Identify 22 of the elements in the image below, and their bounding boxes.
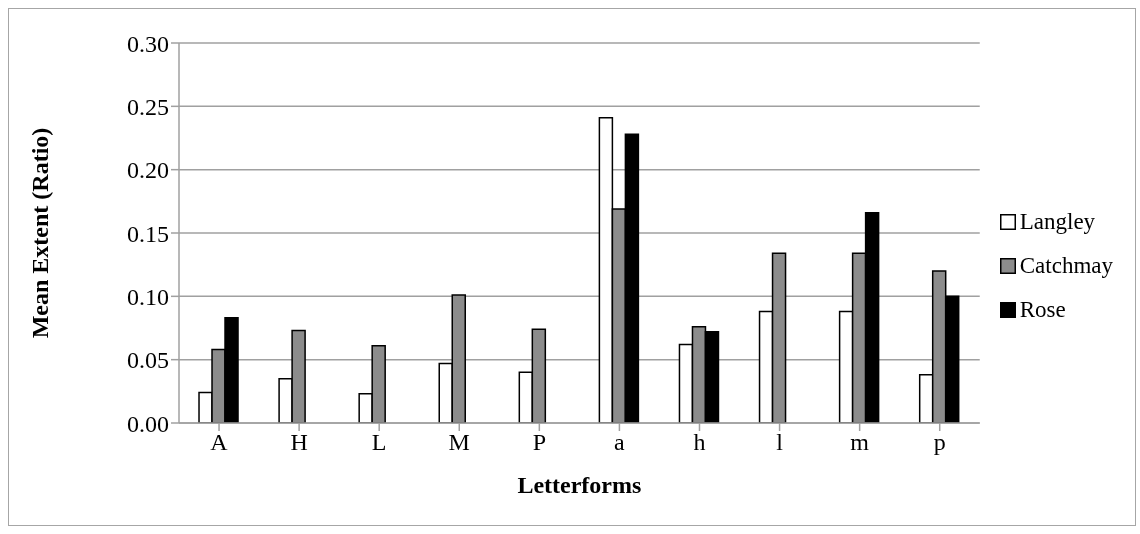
y-tick-label: 0.20 <box>127 157 169 184</box>
y-axis-title: Mean Extent (Ratio) <box>26 127 53 339</box>
x-tick-label: H <box>290 429 308 456</box>
y-tick-label: 0.30 <box>127 30 169 57</box>
x-tick-label: A <box>210 429 229 456</box>
x-tick-label: L <box>371 429 387 456</box>
legend-label: Rose <box>1019 297 1066 323</box>
x-axis-title: Letterforms <box>517 472 642 498</box>
x-tick-label: a <box>614 429 626 456</box>
y-tick-label: 0.05 <box>127 347 169 374</box>
legend-label: Langley <box>1019 209 1096 235</box>
x-tick-label: M <box>448 429 470 456</box>
x-tick-label: P <box>532 429 547 456</box>
y-tick-label: 0.10 <box>127 283 169 310</box>
x-tick-label: m <box>850 429 870 456</box>
y-tick-label: 0.15 <box>127 220 169 247</box>
legend-label: Catchmay <box>1019 253 1113 279</box>
y-tick-label: 0.00 <box>127 410 169 437</box>
x-tick-label: p <box>933 429 946 456</box>
x-tick-label: l <box>776 429 784 456</box>
y-tick-label: 0.25 <box>127 93 169 120</box>
x-tick-label: h <box>693 429 706 456</box>
